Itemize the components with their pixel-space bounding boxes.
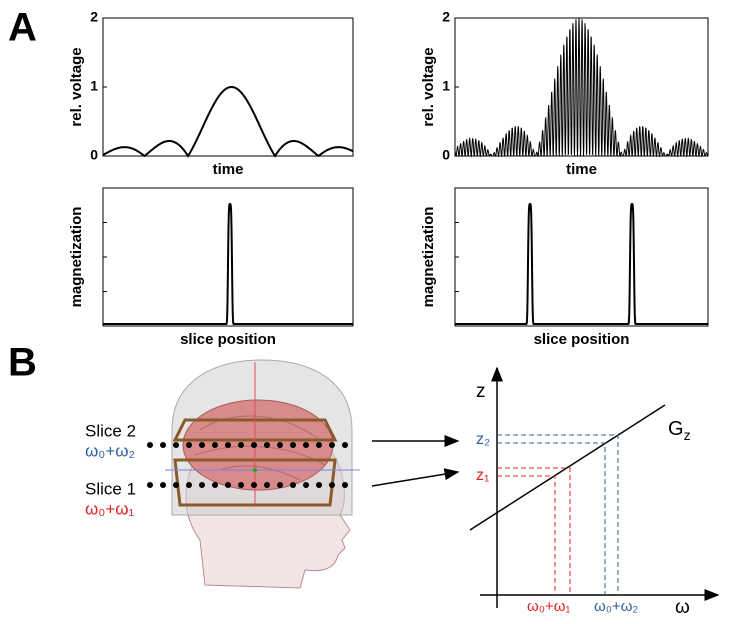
x-axis-label: slice position: [534, 331, 630, 348]
dot: [303, 442, 309, 448]
dot: [160, 482, 166, 488]
dot: [329, 482, 335, 488]
y-axis-label: magnetization: [420, 207, 437, 308]
frequency-label: ω₀+ω₂: [594, 598, 638, 615]
dot: [238, 442, 244, 448]
dot: [316, 442, 322, 448]
curve: [454, 17, 709, 158]
line-label: Gz: [668, 418, 691, 442]
axis-label: z: [476, 381, 486, 402]
dot: [225, 482, 231, 488]
x-axis-label: time: [213, 161, 244, 178]
slice-dots: [147, 442, 348, 488]
dot: [342, 482, 348, 488]
dot: [147, 442, 153, 448]
dot: [212, 482, 218, 488]
curve: [102, 86, 354, 158]
dot: [199, 442, 205, 448]
y-tick-label: 0: [442, 147, 450, 163]
dot: [264, 482, 270, 488]
plot-frame: [454, 187, 709, 327]
y-axis-label: magnetization: [68, 207, 85, 308]
dot: [225, 442, 231, 448]
y-tick-label: 1: [442, 78, 450, 94]
x-axis-label: time: [566, 161, 597, 178]
dot: [238, 482, 244, 488]
axis-label: ω: [675, 597, 690, 618]
dot: [199, 482, 205, 488]
dot: [186, 442, 192, 448]
slice-name: Slice 1: [85, 479, 136, 498]
line-label-sub: z: [684, 427, 691, 443]
y-axis-label: rel. voltage: [420, 47, 437, 126]
dot: [290, 482, 296, 488]
slice-frequency: ω₀+ω₁: [85, 499, 135, 518]
y-tick-label: 0: [90, 147, 98, 163]
x-axis-label: slice position: [180, 331, 276, 348]
dot: [147, 482, 153, 488]
dot: [173, 482, 179, 488]
slice-name: Slice 2: [85, 421, 136, 440]
slice-frequency: ω₀+ω₂: [85, 441, 135, 460]
z-label: z₁: [476, 467, 489, 484]
dot: [277, 442, 283, 448]
dot: [342, 442, 348, 448]
dot: [251, 442, 257, 448]
dot: [160, 442, 166, 448]
gradient-graph: [469, 366, 720, 608]
dot: [316, 482, 322, 488]
frequency-label: ω₀+ω₁: [527, 598, 570, 615]
y-axis-label: rel. voltage: [68, 47, 85, 126]
arrow: [371, 468, 460, 487]
dot: [264, 442, 270, 448]
y-tick-label: 1: [90, 78, 98, 94]
curve: [455, 203, 708, 325]
panel-label: B: [8, 341, 37, 385]
head-illustration: [165, 359, 360, 589]
panel-label: A: [8, 6, 37, 50]
y-tick-label: 2: [90, 9, 98, 25]
dot: [290, 442, 296, 448]
z-label: z₂: [476, 431, 490, 448]
line-label-main: G: [668, 418, 684, 440]
dot: [173, 442, 179, 448]
curve: [103, 203, 353, 325]
dot: [186, 482, 192, 488]
dot: [329, 442, 335, 448]
y-tick-label: 2: [442, 9, 450, 25]
dot: [303, 482, 309, 488]
dot: [212, 442, 218, 448]
dot: [251, 482, 257, 488]
dot: [277, 482, 283, 488]
